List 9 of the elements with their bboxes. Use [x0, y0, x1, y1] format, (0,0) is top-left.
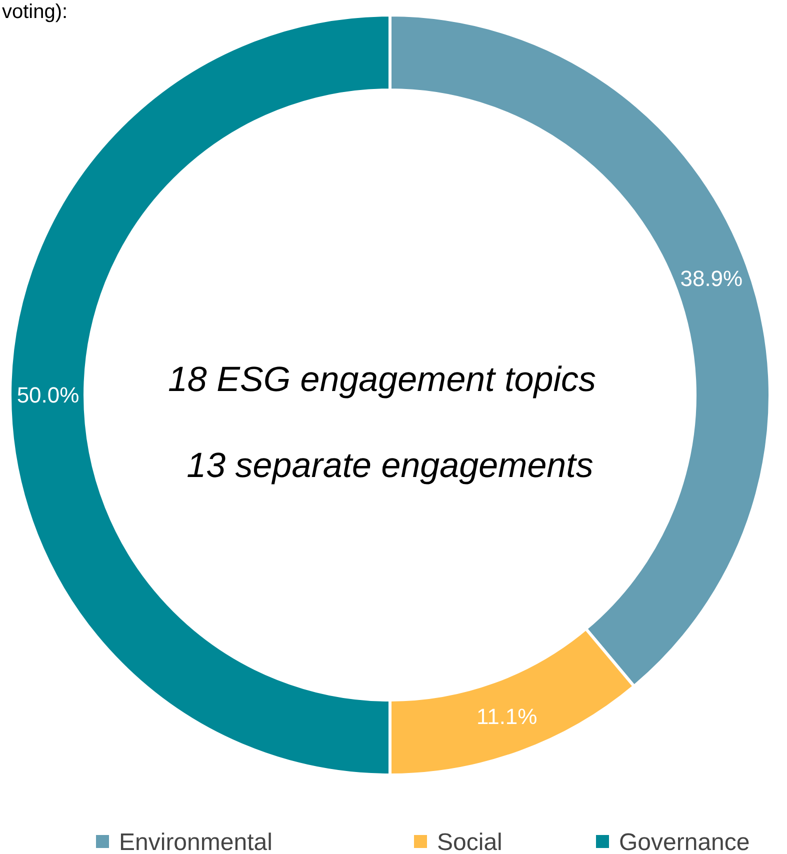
legend-label: Governance — [619, 829, 750, 854]
text: 18 ESG engagement topics — [168, 360, 596, 399]
legend-label: Environmental — [119, 829, 272, 854]
text: 13 separate engagements — [186, 446, 594, 485]
data-label: 50.0% — [16, 382, 80, 408]
legend-label: Social — [437, 829, 502, 854]
data-label: 11.1% — [476, 704, 538, 730]
chart-title: voting): — [2, 1, 68, 23]
data-label: 38.9% — [680, 266, 743, 291]
